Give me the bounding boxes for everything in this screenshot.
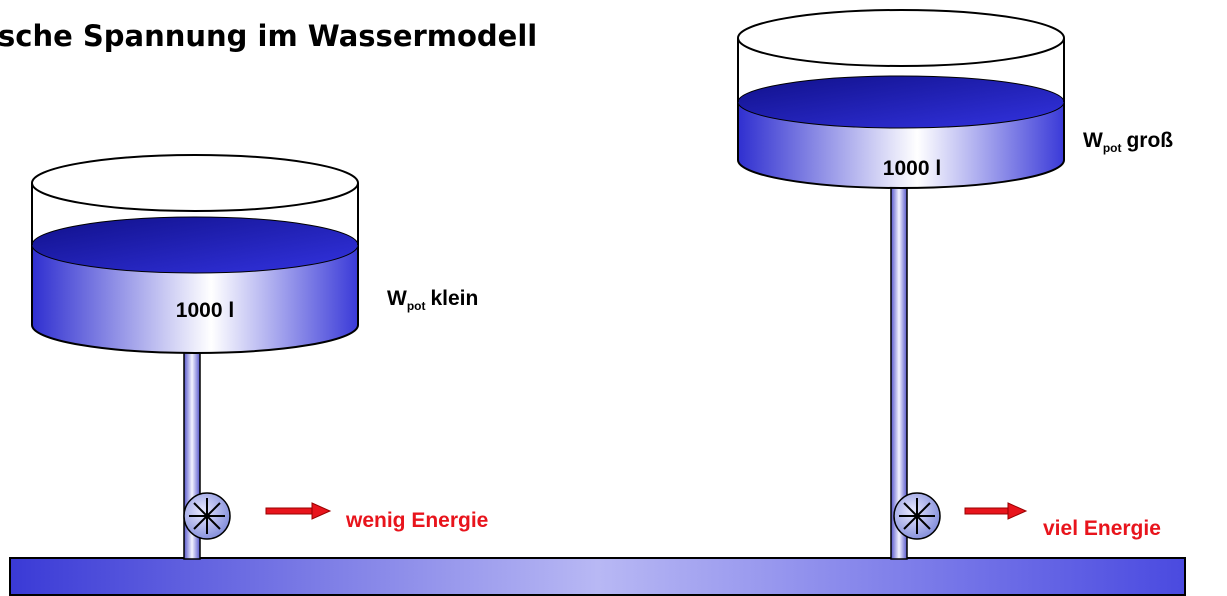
water-surface [32, 217, 358, 273]
arrow [266, 503, 330, 519]
symbol: W [1083, 129, 1103, 152]
output-label: viel Energie [1043, 517, 1161, 540]
tank-rim [32, 155, 358, 211]
turbine [184, 493, 230, 539]
diagram: sche Spannung im Wassermodell 1000 l Wpo… [0, 0, 1227, 596]
level: groß [1126, 129, 1173, 152]
subscript: pot [407, 299, 426, 313]
tank-rim [738, 10, 1064, 66]
volume-label: 1000 l [176, 299, 234, 322]
turbine [894, 493, 940, 539]
main-pipe [10, 558, 1185, 595]
tank-low: 1000 l Wpot klein wenig Energie [32, 155, 488, 559]
subscript: pot [1103, 141, 1122, 155]
volume-label: 1000 l [883, 157, 941, 180]
symbol: W [387, 287, 407, 310]
arrow [965, 503, 1026, 519]
water-surface [738, 76, 1064, 128]
title: sche Spannung im Wassermodell [0, 19, 537, 53]
output-label: wenig Energie [345, 509, 488, 532]
level: klein [430, 287, 478, 310]
energy-label: Wpot klein [387, 287, 478, 313]
